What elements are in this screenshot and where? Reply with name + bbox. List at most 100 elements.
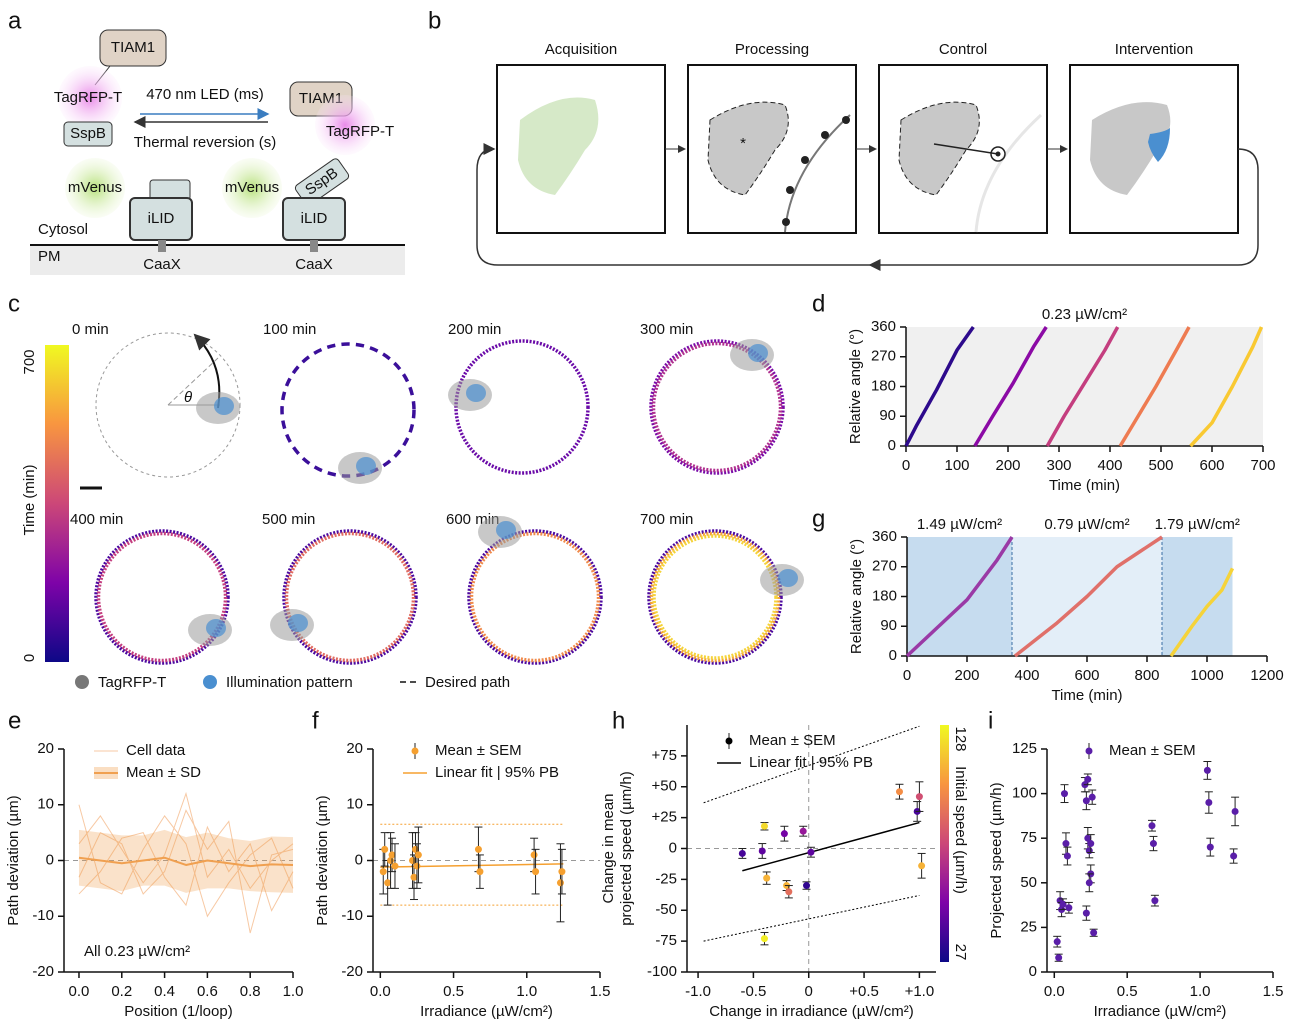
legend-label: Linear fit | 95% PB [749, 754, 873, 771]
trajectory [654, 536, 776, 658]
point [759, 847, 766, 854]
label: CaaX [143, 256, 181, 273]
x-axis-label: Time (min) [1051, 687, 1122, 704]
point [896, 788, 903, 795]
panel-label: d [812, 290, 825, 317]
region-label: 1.49 µW/cm² [917, 516, 1002, 533]
y-tick-label: 0 [888, 437, 896, 454]
illumination [466, 384, 486, 402]
y-tick-label: 270 [872, 558, 897, 575]
colorbar-tick: 700 [21, 349, 38, 374]
step-title: Acquisition [545, 41, 618, 58]
y-tick-label: -10 [32, 907, 54, 924]
legend-label: Mean ± SEM [435, 742, 522, 759]
y-tick-label: 90 [880, 617, 897, 634]
point [739, 850, 746, 857]
y-axis-label: Relative angle (°) [848, 539, 865, 654]
label: iLID [301, 210, 328, 227]
point [476, 868, 483, 875]
x-tick-label: 0.0 [1044, 983, 1065, 1000]
y-tick-label: 20 [346, 740, 363, 757]
point [1083, 797, 1090, 804]
membrane [30, 245, 405, 275]
panel-label: c [8, 290, 20, 317]
y-tick-label: -20 [32, 963, 54, 980]
point [1054, 938, 1061, 945]
x-tick-label: 700 [1250, 457, 1275, 474]
colorbar-tick: 0 [21, 654, 38, 662]
label: 470 nm LED (ms) [146, 86, 264, 103]
legend-marker [203, 675, 217, 689]
point [761, 823, 768, 830]
y-tick-label: 0 [1029, 963, 1037, 980]
legend-swatch [412, 748, 419, 755]
x-tick-label: 0 [903, 667, 911, 684]
theta: θ [184, 389, 192, 406]
y-tick-label: +50 [652, 778, 677, 795]
time-label: 300 min [640, 321, 693, 338]
x-tick-label: 100 [944, 457, 969, 474]
x-tick-label: 0.6 [197, 983, 218, 1000]
point [1086, 847, 1093, 854]
chart: -1.0-0.50+0.5+1.0-100-75-50-250+25+50+75… [600, 725, 969, 1020]
x-axis-label: Irradiance (µW/cm²) [1094, 1003, 1227, 1020]
point [1083, 910, 1090, 917]
y-tick-label: 0 [889, 647, 897, 664]
y-tick-label: -50 [655, 901, 677, 918]
point [391, 863, 398, 870]
x-tick-label: 1.5 [590, 983, 611, 1000]
panel-label: g [812, 505, 825, 532]
illumination [288, 614, 308, 632]
panel-c: Time (min) 700 0 θ 0 min 100 min 200 min… [21, 321, 804, 691]
point [475, 846, 482, 853]
x-tick-label: 1.5 [1263, 983, 1284, 1000]
x-tick-label: 0.4 [154, 983, 175, 1000]
waypoint [821, 131, 829, 139]
region [1162, 537, 1233, 656]
prediction-band [704, 895, 920, 941]
legend-label: Illumination pattern [226, 674, 353, 691]
point [557, 879, 564, 886]
y-tick-label: -75 [655, 932, 677, 949]
region-label: 1.79 µW/cm² [1155, 516, 1240, 533]
time-label: 0 min [72, 321, 109, 338]
point [1148, 822, 1155, 829]
y-axis-label: Change in mean [600, 793, 617, 903]
x-axis-label: Change in irradiance (µW/cm²) [709, 1003, 914, 1020]
trajectory [284, 531, 416, 663]
colorbar-tick: 128 [952, 726, 969, 751]
label: mVenus [225, 179, 279, 196]
x-tick-label: +0.5 [849, 983, 879, 1000]
point [1232, 808, 1239, 815]
illumination [778, 569, 798, 587]
point [1087, 840, 1094, 847]
illumination [356, 457, 376, 475]
label: TIAM1 [111, 39, 155, 56]
x-axis-label: Time (min) [1049, 477, 1120, 494]
point [916, 793, 923, 800]
label: TagRFP-T [54, 89, 122, 106]
x-tick-label: 0.8 [240, 983, 261, 1000]
x-tick-label: 0 [805, 983, 813, 1000]
y-tick-label: 20 [37, 740, 54, 757]
point [1065, 904, 1072, 911]
point [763, 875, 770, 882]
panel-label: i [988, 707, 993, 734]
x-tick-label: 600 [1074, 667, 1099, 684]
point [781, 830, 788, 837]
legend-swatch [726, 738, 733, 745]
x-axis-label: Position (1/loop) [124, 1003, 232, 1020]
y-tick-label: 0 [669, 839, 677, 856]
legend-label: TagRFP-T [98, 674, 166, 691]
x-tick-label: 400 [1014, 667, 1039, 684]
time-label: 200 min [448, 321, 501, 338]
region-label: 0.79 µW/cm² [1044, 516, 1129, 533]
y-tick-label: 180 [871, 377, 896, 394]
waypoint [842, 116, 850, 124]
y-axis-label: Relative angle (°) [847, 329, 864, 444]
trajectory [469, 531, 601, 663]
trajectory [649, 531, 781, 663]
path [976, 115, 1041, 232]
chart: 1.49 µW/cm²0.79 µW/cm²1.79 µW/cm²0200400… [848, 516, 1284, 704]
